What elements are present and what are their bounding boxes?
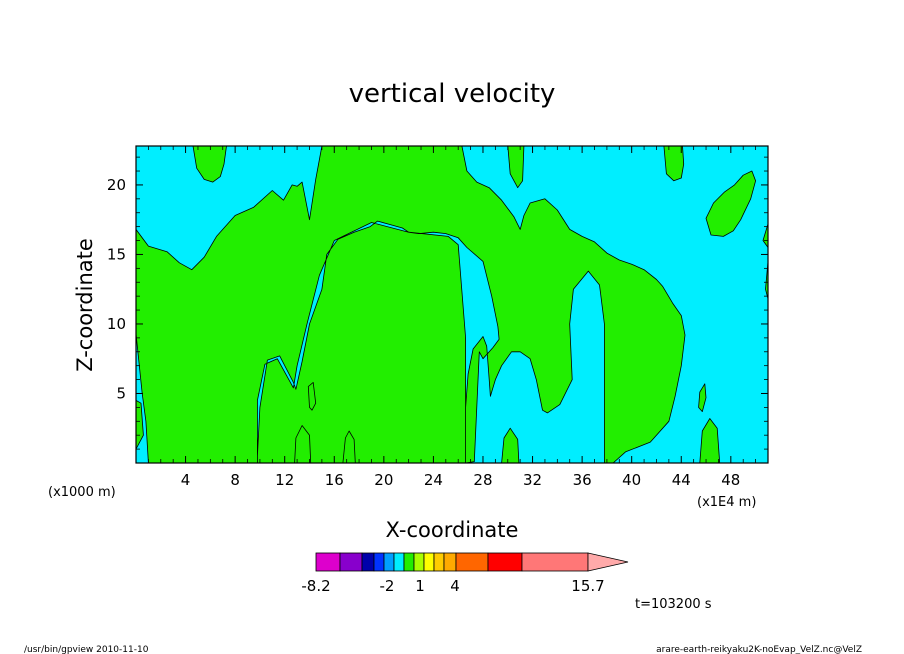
plot-frame	[135, 145, 769, 464]
x-tick-label-32: 32	[523, 471, 542, 489]
footer-left: /usr/bin/gpview 2010-11-10	[24, 645, 149, 654]
colorbar-swatch-2	[361, 552, 375, 572]
x-tick-label-40: 40	[622, 471, 641, 489]
positive-region-blob-46-1	[699, 418, 721, 463]
positive-region-blob-45-4	[698, 383, 707, 413]
colorbar-labels: -8.2 -2 1 4 15.7	[301, 577, 604, 595]
x-tick-label-4: 4	[181, 471, 191, 489]
colorbar-swatch-6	[403, 552, 415, 572]
x-ticks: 4 8 12 16 20 24 28 32 36 40 44 48	[147, 146, 757, 489]
positive-region-main-band	[136, 146, 686, 463]
x-axis-label: X-coordinate	[386, 518, 519, 542]
colorbar-swatch-7	[413, 552, 425, 572]
y-tick-label-10: 10	[107, 315, 126, 333]
positive-region-blob-43-21	[663, 146, 685, 182]
positive-region-blob-13-1	[294, 425, 312, 463]
x-tick-label-8: 8	[230, 471, 240, 489]
colorbar-label-1: -2	[380, 577, 395, 595]
positive-region-blob-46-18	[705, 170, 756, 237]
x-tick-label-36: 36	[573, 471, 592, 489]
x-tick-label-48: 48	[721, 471, 740, 489]
colorbar-label-3: 4	[450, 577, 460, 595]
y-axis-label: Z-coordinate	[73, 238, 97, 372]
colorbar-swatch-5	[393, 552, 405, 572]
x-tick-label-16: 16	[325, 471, 344, 489]
positive-region-blob-51-16	[762, 223, 768, 248]
positive-region-blob-30-20	[507, 146, 525, 189]
time-label: t=103200 s	[635, 597, 712, 612]
positive-region-top-left-blob	[192, 146, 227, 183]
colorbar-label-0: -8.2	[301, 577, 330, 595]
positive-region-blob-0-4	[136, 399, 144, 450]
colorbar-triangle	[587, 552, 629, 572]
colorbar-swatch-11	[455, 552, 489, 572]
footer-right: arare-earth-reikyaku2K-noEvap_VelZ.nc@Ve…	[656, 645, 862, 654]
x-tick-label-44: 44	[672, 471, 691, 489]
colorbar-label-2: 1	[415, 577, 425, 595]
colorbar	[315, 552, 629, 572]
colorbar-label-4: 15.7	[571, 577, 604, 595]
x-tick-label-12: 12	[275, 471, 294, 489]
x-tick-label-20: 20	[374, 471, 393, 489]
y-ticks: 5 10 15 20	[107, 156, 768, 450]
colorbar-swatch-4	[383, 552, 395, 572]
colorbar-swatch-12	[487, 552, 523, 572]
x-unit-left: (x1000 m)	[48, 485, 116, 500]
colorbar-swatch-9	[433, 552, 445, 572]
positive-regions	[136, 146, 768, 463]
positive-region-blob-14-5	[307, 381, 317, 411]
y-tick-label-5: 5	[116, 384, 126, 402]
positive-region-blob-51-13	[765, 260, 768, 300]
colorbar-swatch-1	[339, 552, 363, 572]
colorbar-swatch-0	[315, 552, 341, 572]
positive-region-blob-17-1	[342, 430, 356, 463]
x-tick-label-28: 28	[473, 471, 492, 489]
colorbar-swatch-10	[443, 552, 457, 572]
y-tick-label-20: 20	[107, 176, 126, 194]
y-tick-label-15: 15	[107, 245, 126, 263]
positive-region-blob-30-1	[501, 427, 520, 463]
colorbar-swatch-8	[423, 552, 435, 572]
colorbar-swatch-3	[373, 552, 385, 572]
x-unit-right: (x1E4 m)	[697, 495, 756, 510]
chart-title: vertical velocity	[349, 79, 556, 109]
colorbar-swatch-13	[521, 552, 589, 572]
x-tick-label-24: 24	[424, 471, 443, 489]
